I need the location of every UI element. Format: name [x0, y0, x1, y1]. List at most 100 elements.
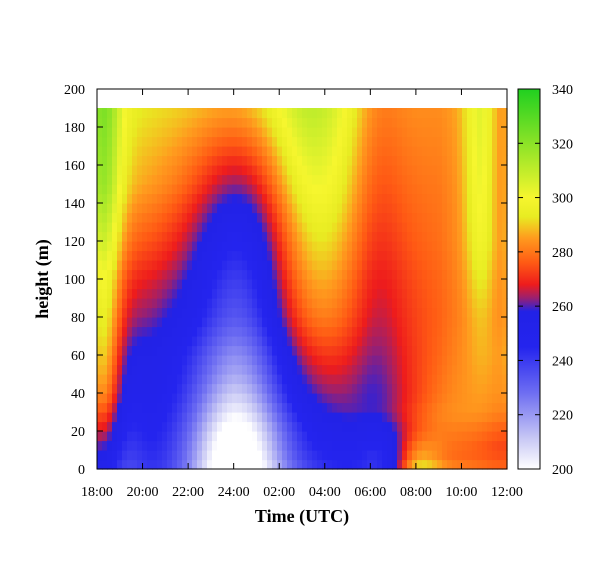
heatmap-cell: [502, 117, 508, 128]
heatmap-cell: [482, 440, 488, 451]
heatmap-cell: [342, 250, 348, 261]
heatmap-cell: [472, 402, 478, 413]
heatmap-cell: [327, 355, 333, 366]
heatmap-cell: [487, 155, 493, 166]
heatmap-cell: [237, 288, 243, 299]
heatmap-cell: [222, 260, 228, 271]
heatmap-cell: [467, 250, 473, 261]
heatmap-cell: [382, 184, 388, 195]
heatmap-cell: [292, 402, 298, 413]
heatmap-cell: [137, 450, 143, 461]
heatmap-cell: [277, 222, 283, 233]
heatmap-cell: [492, 231, 498, 242]
heatmap-cell: [452, 117, 458, 128]
heatmap-cell: [482, 421, 488, 432]
heatmap-cell: [417, 298, 423, 309]
heatmap-cell: [442, 165, 448, 176]
heatmap-cell: [402, 155, 408, 166]
heatmap-cell: [287, 222, 293, 233]
heatmap-cell: [492, 155, 498, 166]
heatmap-cell: [477, 174, 483, 185]
heatmap-cell: [422, 203, 428, 214]
heatmap-cell: [137, 136, 143, 147]
heatmap-cell: [252, 136, 258, 147]
heatmap-cell: [97, 450, 103, 461]
heatmap-cell: [292, 241, 298, 252]
heatmap-cell: [177, 307, 183, 318]
heatmap-cell: [232, 279, 238, 290]
heatmap-cell: [212, 174, 218, 185]
heatmap-cell: [167, 288, 173, 299]
heatmap-cell: [152, 450, 158, 461]
heatmap-cell: [347, 459, 353, 470]
heatmap-cell: [377, 222, 383, 233]
heatmap-cell: [152, 307, 158, 318]
heatmap-cell: [337, 421, 343, 432]
heatmap-cell: [192, 345, 198, 356]
heatmap-cell: [367, 336, 373, 347]
heatmap-cell: [162, 260, 168, 271]
heatmap-cell: [182, 431, 188, 442]
heatmap-cell: [397, 450, 403, 461]
heatmap-cell: [347, 146, 353, 157]
heatmap-cell: [312, 288, 318, 299]
heatmap-cell: [482, 317, 488, 328]
heatmap-cell: [387, 459, 393, 470]
heatmap-cell: [417, 326, 423, 337]
heatmap-cell: [342, 336, 348, 347]
heatmap-cell: [412, 279, 418, 290]
heatmap-cell: [112, 231, 118, 242]
heatmap-cell: [477, 269, 483, 280]
heatmap-cell: [137, 127, 143, 138]
heatmap-cell: [127, 364, 133, 375]
heatmap-cell: [397, 364, 403, 375]
heatmap-cell: [402, 108, 408, 119]
heatmap-cell: [132, 393, 138, 404]
heatmap-cell: [402, 374, 408, 385]
heatmap-cell: [242, 269, 248, 280]
heatmap-cell: [167, 364, 173, 375]
heatmap-cell: [257, 174, 263, 185]
heatmap-cell: [177, 440, 183, 451]
heatmap-cell: [307, 260, 313, 271]
heatmap-cell: [157, 298, 163, 309]
heatmap-cell: [192, 326, 198, 337]
heatmap-cell: [292, 326, 298, 337]
heatmap-cell: [202, 431, 208, 442]
heatmap-cell: [262, 383, 268, 394]
heatmap-cell: [237, 193, 243, 204]
heatmap-cell: [472, 355, 478, 366]
heatmap-cell: [222, 374, 228, 385]
heatmap-cell: [212, 117, 218, 128]
heatmap-cell: [317, 364, 323, 375]
heatmap-cell: [282, 402, 288, 413]
colorbar-tick-label: 300: [552, 192, 573, 207]
heatmap-cell: [322, 165, 328, 176]
heatmap-cell: [157, 431, 163, 442]
heatmap-cell: [202, 450, 208, 461]
heatmap-cell: [387, 355, 393, 366]
heatmap-cell: [197, 402, 203, 413]
heatmap-cell: [447, 231, 453, 242]
heatmap-cell: [472, 279, 478, 290]
heatmap-cell: [162, 269, 168, 280]
heatmap-cell: [287, 184, 293, 195]
heatmap-cell: [502, 412, 508, 423]
heatmap-cell: [432, 412, 438, 423]
heatmap-cell: [432, 402, 438, 413]
heatmap-cell: [492, 307, 498, 318]
heatmap-cell: [467, 269, 473, 280]
heatmap-cell: [102, 288, 108, 299]
heatmap-cell: [212, 127, 218, 138]
heatmap-cell: [407, 440, 413, 451]
heatmap-cell: [212, 421, 218, 432]
heatmap-cell: [427, 336, 433, 347]
heatmap-cell: [452, 393, 458, 404]
heatmap-cell: [357, 108, 363, 119]
heatmap-cell: [497, 440, 503, 451]
heatmap-cell: [492, 146, 498, 157]
heatmap-cell: [137, 383, 143, 394]
heatmap-cell: [262, 298, 268, 309]
x-axis-title: Time (UTC): [255, 506, 349, 527]
heatmap-cell: [392, 212, 398, 223]
